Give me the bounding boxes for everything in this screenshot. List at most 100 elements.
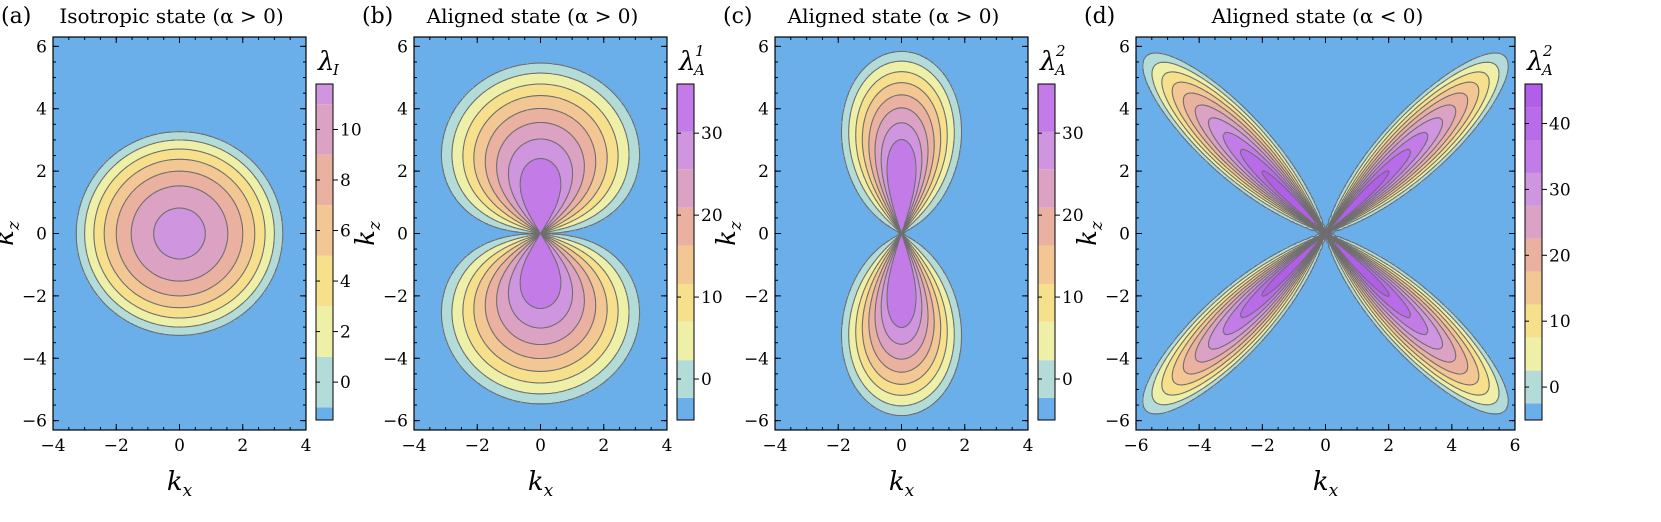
contour-band (897, 247, 907, 249)
contour-band (133, 291, 157, 293)
contour-band (125, 309, 143, 311)
contour-band (941, 329, 947, 331)
contour-band (584, 163, 596, 165)
contour-band (123, 205, 141, 207)
contour-band (606, 145, 618, 147)
contour-band (520, 285, 560, 287)
contour-band (492, 351, 514, 353)
contour-band (225, 275, 241, 277)
contour-band (584, 369, 602, 371)
contour-band (861, 197, 869, 199)
contour-band (95, 241, 105, 243)
contour-band (247, 201, 259, 203)
contour-band (496, 167, 508, 169)
contour-band (857, 289, 865, 291)
contour-band (606, 299, 618, 301)
contour-band (885, 115, 917, 117)
contour-band (877, 109, 893, 111)
contour-band (560, 291, 572, 293)
contour-band (227, 303, 241, 305)
contour-band (913, 149, 921, 151)
contour-band (504, 211, 512, 213)
contour-band (879, 373, 925, 375)
contour-band (881, 309, 889, 311)
contour-band (881, 307, 887, 309)
contour-band (492, 247, 504, 249)
contour-band (490, 267, 498, 269)
contour-band (927, 81, 939, 83)
contour-band (476, 99, 492, 101)
contour-band (153, 313, 205, 315)
contour-band (269, 199, 277, 201)
contour-band (921, 151, 927, 153)
contour-band (933, 301, 937, 303)
contour-band (889, 309, 915, 311)
contour-band (604, 367, 618, 369)
contour-band (895, 215, 907, 217)
contour-band (528, 73, 554, 75)
contour-band (119, 213, 135, 215)
contour-band (560, 179, 572, 181)
contour-band (887, 299, 915, 301)
contour-band (927, 153, 933, 155)
contour-band (476, 195, 488, 197)
contour-line (484, 107, 597, 360)
contour-band (596, 361, 610, 363)
contour-band (843, 115, 851, 117)
contour-band (919, 279, 921, 281)
contour-band (618, 193, 628, 195)
contour-band (939, 161, 943, 163)
contour-band (508, 251, 514, 253)
contour-band (568, 351, 588, 353)
contour-band (496, 111, 520, 113)
contour-band (859, 113, 867, 115)
contour-band (474, 261, 484, 263)
contour-band (849, 375, 859, 377)
contour-band (855, 279, 863, 281)
contour-band (474, 305, 486, 307)
colorbar-band (677, 397, 694, 420)
contour-band (500, 257, 508, 259)
contour-band (913, 315, 921, 317)
contour-band (921, 269, 925, 271)
contour-band (115, 177, 129, 179)
contour-band (945, 117, 953, 119)
contour-band (566, 335, 586, 337)
contour-band (849, 325, 855, 327)
contour-band (869, 105, 881, 107)
contour-band (265, 239, 275, 241)
contour-band (504, 223, 516, 225)
contour-band (464, 317, 474, 319)
contour-band (442, 145, 452, 147)
contour-band (951, 157, 959, 159)
contour-band (861, 269, 869, 271)
contour-band (259, 263, 269, 265)
contour-band (929, 71, 943, 73)
colorbar-band (677, 321, 694, 361)
contour-band (247, 181, 259, 183)
contour-band (213, 199, 233, 201)
contour-band (241, 291, 253, 293)
contour-band (953, 113, 961, 115)
contour-band (616, 293, 626, 295)
contour-band (466, 197, 478, 199)
contour-band (464, 301, 474, 303)
contour-band (239, 209, 251, 211)
contour-band (518, 263, 524, 265)
contour-band (618, 165, 628, 167)
contour-band (873, 347, 883, 349)
contour-band (259, 201, 269, 203)
contour-band (933, 73, 943, 75)
contour-band (452, 165, 464, 167)
contour-band (79, 213, 87, 215)
contour-band (107, 159, 121, 161)
contour-band (239, 305, 253, 307)
contour-band (504, 193, 512, 195)
contour-band (458, 103, 472, 105)
contour-band (614, 331, 626, 333)
contour-band (572, 281, 580, 283)
contour-band (849, 349, 857, 351)
contour-band (947, 139, 955, 141)
contour-band (863, 131, 869, 133)
contour-band (520, 237, 528, 239)
